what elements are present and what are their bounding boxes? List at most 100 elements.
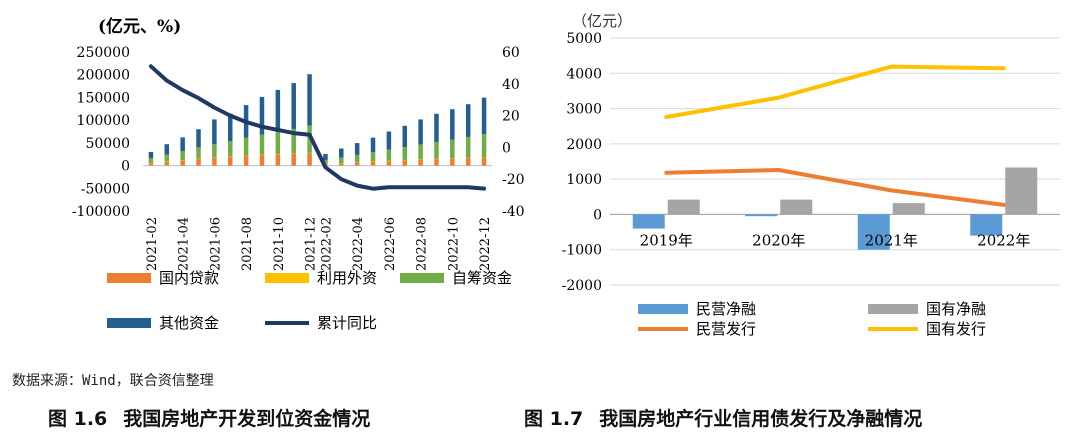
bar-国内贷款 [291, 153, 296, 166]
bar-国内贷款 [307, 152, 312, 166]
bar-国内贷款 [259, 154, 265, 166]
bar-利用外资 [339, 163, 344, 164]
legend-label-民营发行: 民营发行 [696, 320, 756, 338]
bar-利用外资 [196, 158, 201, 160]
legend-label-民营净融: 民营净融 [696, 300, 756, 318]
legend-label-其他资金: 其他资金 [159, 314, 219, 332]
bar-自筹资金 [465, 136, 471, 158]
bar-国内贷款 [243, 155, 249, 166]
bar-利用外资 [228, 156, 233, 158]
bar-民营净融 [632, 214, 665, 229]
bar-自筹资金 [418, 144, 423, 160]
caption-title: 我国房地产行业信用债发行及净融情况 [599, 408, 923, 430]
y-left-tick-label: 150000 [77, 90, 130, 106]
bar-利用外资 [164, 161, 170, 163]
bar-国内贷款 [481, 157, 487, 166]
bar-自筹资金 [323, 160, 328, 164]
data-source-note: 数据来源：Wind，联合资信整理 [12, 373, 214, 389]
x-tick-label: 2021-08 [240, 217, 255, 271]
bar-国内贷款 [418, 159, 423, 166]
bar-其他资金 [307, 74, 312, 126]
x-tick-label: 2021-04 [177, 217, 192, 271]
bar-自筹资金 [402, 147, 407, 160]
bar-国内贷款 [212, 157, 217, 166]
bar-自筹资金 [164, 154, 170, 162]
bar-国内贷款 [275, 153, 281, 166]
bar-利用外资 [386, 160, 392, 162]
bar-其他资金 [228, 113, 233, 142]
y-right-tick-label: 20 [502, 109, 520, 125]
x-tick-label: 2022-04 [351, 217, 366, 271]
x-tick-label: 2021-02 [145, 217, 160, 271]
bar-其他资金 [434, 113, 439, 142]
legend-label-累计同比: 累计同比 [317, 314, 377, 332]
bar-利用外资 [481, 157, 487, 159]
y-left-tick-label: -100000 [72, 204, 130, 220]
bar-利用外资 [370, 161, 376, 162]
bar-其他资金 [386, 131, 392, 150]
x-tick-label: 2021-12 [304, 217, 319, 271]
bar-国内贷款 [196, 158, 201, 166]
bar-其他资金 [196, 129, 201, 148]
y-tick-label: 5000 [566, 31, 602, 47]
bar-利用外资 [418, 159, 423, 161]
y-left-tick-label: 50000 [85, 136, 130, 152]
bar-利用外资 [307, 152, 312, 154]
bar-自筹资金 [434, 141, 439, 159]
bar-国内贷款 [386, 160, 392, 166]
bar-国内贷款 [164, 161, 170, 166]
y-tick-label: 3000 [566, 102, 602, 118]
series-line-民营发行 [664, 168, 1006, 207]
bar-利用外资 [354, 162, 360, 163]
bar-其他资金 [323, 153, 328, 161]
legend-label-自筹资金: 自筹资金 [452, 269, 512, 287]
legend-swatch-国内贷款 [107, 273, 151, 283]
bar-其他资金 [339, 148, 344, 158]
bar-国内贷款 [180, 160, 185, 166]
y-tick-label: 0 [593, 207, 602, 223]
y-tick-label: 2000 [566, 137, 602, 153]
bar-自筹资金 [243, 137, 249, 156]
bar-利用外资 [450, 158, 455, 159]
bar-国内贷款 [354, 162, 360, 166]
legend-swatch-利用外资 [265, 273, 309, 283]
bar-国内贷款 [434, 158, 439, 166]
bar-自筹资金 [386, 149, 392, 161]
bar-其他资金 [465, 104, 471, 137]
bar-自筹资金 [481, 133, 487, 158]
bar-国内贷款 [450, 158, 455, 166]
series-line-国有发行 [664, 64, 1006, 119]
bar-其他资金 [259, 96, 265, 135]
chart1-unit-label: (亿元、%) [98, 16, 181, 37]
bar-其他资金 [180, 137, 185, 152]
legend-label-国内贷款: 国内贷款 [159, 269, 219, 287]
series-line-yoy-growth [148, 64, 487, 191]
legend-swatch-其他资金 [107, 318, 151, 328]
bar-自筹资金 [196, 147, 201, 159]
bar-自筹资金 [212, 143, 217, 158]
y-left-tick-label: 250000 [77, 45, 130, 61]
x-tick-label: 2022-08 [415, 217, 430, 271]
bar-其他资金 [481, 97, 487, 134]
bar-利用外资 [259, 154, 265, 156]
bar-国有净融 [1005, 167, 1038, 215]
x-tick-label: 2021-10 [272, 217, 287, 271]
caption-figure-1-6: 图 1.6 我国房地产开发到位资金情况 [48, 404, 370, 431]
bar-利用外资 [180, 160, 185, 161]
caption-number: 图 1.6 [48, 408, 108, 430]
bar-自筹资金 [180, 151, 185, 161]
caption-figure-1-7: 图 1.7 我国房地产行业信用债发行及净融情况 [524, 404, 922, 431]
bar-国内贷款 [465, 157, 471, 166]
chart-real-estate-funding: (亿元、%) 250000 200000 150000 100000 50000 0 -50… [72, 16, 525, 332]
y-tick-label: -1000 [562, 243, 602, 259]
bar-民营净融 [745, 214, 778, 217]
bar-其他资金 [275, 89, 281, 133]
bar-其他资金 [354, 143, 360, 155]
bar-国内贷款 [370, 161, 376, 166]
bar-自筹资金 [450, 139, 455, 159]
bar-利用外资 [275, 153, 281, 155]
bar-其他资金 [291, 83, 296, 129]
bar-其他资金 [370, 137, 376, 153]
bar-民营净融 [970, 214, 1003, 236]
